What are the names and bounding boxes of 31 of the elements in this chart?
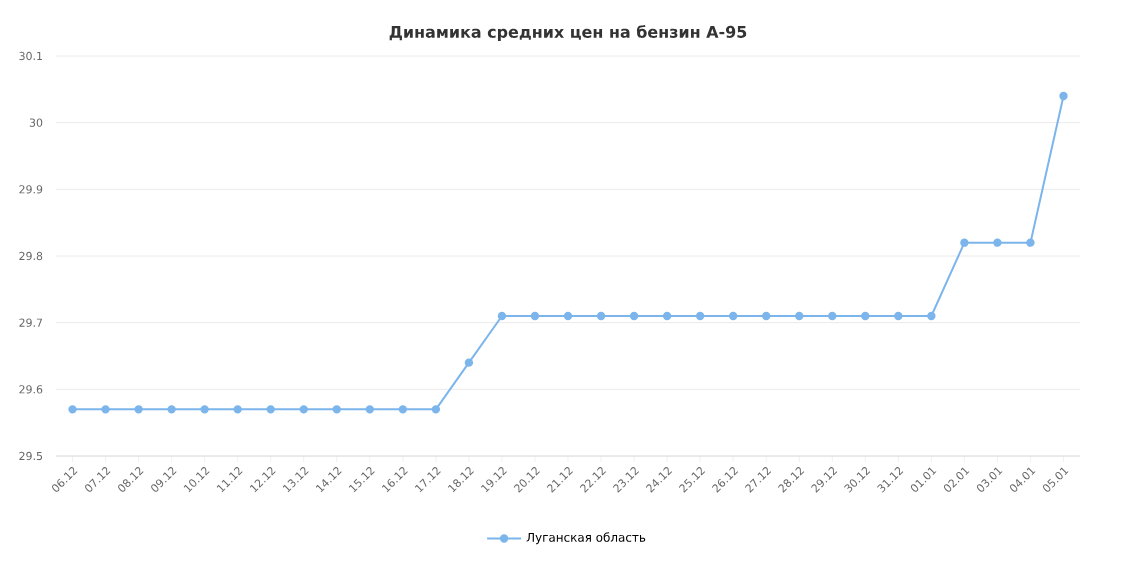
point — [563, 311, 573, 321]
point — [596, 311, 606, 321]
point — [365, 405, 374, 414]
point — [728, 311, 738, 321]
point — [960, 238, 969, 247]
point — [993, 238, 1002, 247]
point — [134, 405, 143, 414]
point — [629, 311, 639, 321]
point — [167, 405, 176, 414]
point — [762, 311, 771, 321]
point — [927, 311, 936, 321]
point — [68, 405, 77, 414]
point — [530, 311, 540, 321]
point — [233, 405, 242, 414]
point — [101, 405, 110, 414]
point — [695, 311, 705, 321]
point — [662, 311, 672, 321]
point — [497, 311, 507, 321]
point — [200, 405, 209, 414]
point — [861, 311, 870, 321]
point — [464, 358, 474, 367]
point — [299, 405, 308, 414]
point — [828, 311, 837, 321]
point — [1026, 238, 1035, 247]
point — [1059, 91, 1068, 101]
point — [894, 311, 903, 321]
point — [431, 405, 441, 414]
point — [266, 405, 275, 414]
point — [795, 311, 804, 321]
point — [332, 405, 341, 414]
point — [398, 405, 408, 414]
